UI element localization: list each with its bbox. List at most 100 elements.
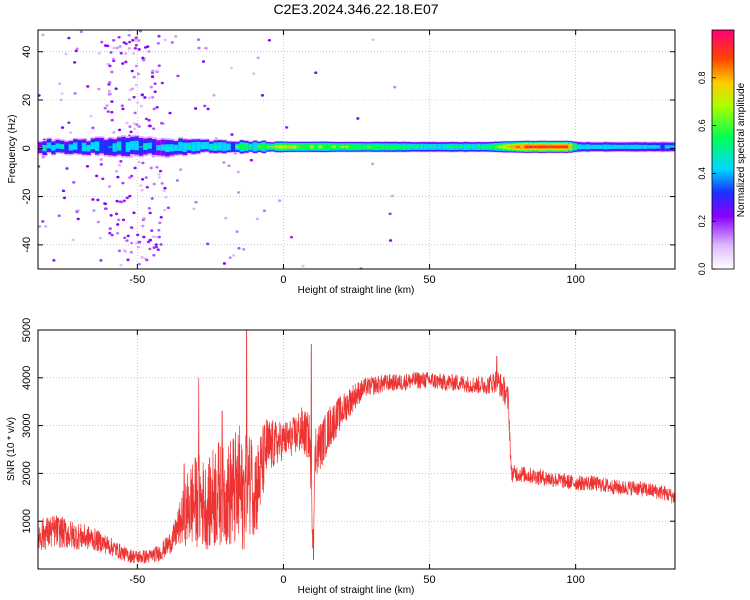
- band-segment: [208, 146, 214, 148]
- noise-speckle: [152, 253, 156, 257]
- noise-speckle: [152, 182, 156, 186]
- noise-speckle: [124, 60, 128, 64]
- noise-speckle: [131, 38, 135, 42]
- band-segment: [261, 143, 267, 151]
- band-segment: [371, 144, 377, 150]
- noise-speckle: [120, 104, 124, 108]
- noise-speckle: [289, 235, 294, 239]
- noise-speckle: [301, 264, 305, 268]
- noise-speckle: [59, 98, 63, 102]
- noise-speckle: [41, 220, 45, 223]
- band-segment: [331, 145, 337, 148]
- band-segment: [349, 144, 355, 150]
- snr-x-axis-label: Height of straight line (km): [298, 585, 415, 596]
- noise-speckle: [130, 69, 134, 73]
- band-segment: [340, 145, 346, 148]
- noise-speckle: [168, 111, 172, 115]
- noise-speckle: [117, 218, 121, 222]
- band-segment: [493, 146, 499, 148]
- band-segment: [226, 143, 232, 151]
- noise-speckle: [137, 125, 141, 128]
- noise-speckle: [127, 33, 131, 37]
- noise-speckle: [100, 40, 104, 44]
- band-segment: [625, 144, 631, 149]
- noise-speckle: [203, 104, 207, 108]
- band-segment: [550, 145, 556, 149]
- noise-speckle: [117, 163, 121, 167]
- noise-speckle: [79, 30, 83, 33]
- noise-speckle: [74, 49, 78, 53]
- noise-speckle: [110, 110, 114, 114]
- band-segment: [108, 146, 114, 148]
- band-segment: [156, 145, 162, 151]
- band-segment: [130, 141, 136, 150]
- noise-speckle: [140, 93, 144, 96]
- noise-speckle: [153, 90, 157, 94]
- band-segment: [533, 145, 539, 148]
- noise-speckle: [121, 181, 125, 185]
- noise-speckle: [157, 235, 161, 239]
- band-segment: [590, 144, 596, 149]
- noise-speckle: [252, 72, 256, 75]
- noise-speckle: [157, 34, 161, 38]
- spectrogram-x-axis-label: Height of straight line (km): [298, 285, 415, 296]
- noise-speckle: [125, 196, 129, 200]
- noise-speckle: [136, 245, 141, 249]
- noise-speckle: [371, 38, 375, 41]
- noise-speckle: [97, 87, 101, 91]
- noise-speckle: [96, 220, 100, 224]
- colorbar-tick-label: 0.2: [697, 215, 707, 228]
- noise-speckle: [142, 235, 146, 239]
- noise-speckle: [201, 60, 206, 63]
- noise-speckle: [137, 160, 141, 164]
- noise-speckle: [140, 188, 144, 192]
- band-segment: [90, 142, 96, 150]
- band-segment: [239, 143, 245, 150]
- band-segment: [660, 143, 666, 151]
- noise-speckle: [228, 256, 232, 259]
- noise-speckle: [124, 52, 128, 55]
- noise-speckle: [115, 231, 120, 235]
- band-segment: [287, 146, 293, 148]
- noise-speckle: [147, 206, 151, 210]
- noise-speckle: [159, 215, 163, 219]
- noise-speckle: [125, 121, 129, 125]
- noise-speckle: [130, 87, 135, 91]
- noise-speckle: [157, 64, 161, 67]
- noise-speckle: [149, 166, 153, 170]
- band-segment: [143, 146, 149, 148]
- noise-speckle: [212, 93, 216, 97]
- noise-speckle: [155, 165, 159, 169]
- band-segment: [401, 144, 407, 149]
- spectrogram-band: [38, 134, 675, 159]
- noise-speckle: [150, 75, 155, 79]
- noise-speckle: [139, 104, 144, 108]
- noise-speckle: [155, 105, 159, 109]
- noise-speckle: [92, 209, 96, 212]
- band-segment: [344, 146, 350, 148]
- x-tick-label: 100: [566, 274, 584, 286]
- band-segment: [568, 144, 574, 149]
- noise-speckle: [170, 41, 174, 44]
- noise-speckle: [134, 83, 139, 87]
- band-segment: [230, 142, 236, 152]
- noise-speckle: [194, 200, 198, 204]
- band-segment: [581, 144, 587, 150]
- band-segment: [195, 141, 201, 151]
- colorbar-tick-label: 0.6: [697, 119, 707, 132]
- band-segment: [336, 144, 342, 150]
- noise-speckle: [151, 69, 155, 73]
- noise-speckle: [152, 246, 156, 249]
- noise-speckle: [150, 229, 154, 232]
- noise-speckle: [314, 71, 318, 74]
- colorbar-label: Normalized spectral amplitude: [736, 82, 747, 217]
- noise-speckle: [154, 245, 159, 249]
- spectrogram-panel: -50 0 50 100 -40 -20 0 20 40 Height of straight…: [7, 29, 676, 296]
- band-segment: [187, 146, 193, 148]
- noise-speckle: [105, 104, 109, 107]
- band-segment: [55, 143, 61, 149]
- noise-speckle: [134, 43, 138, 47]
- noise-speckle: [128, 125, 132, 129]
- noise-speckle: [163, 186, 167, 190]
- noise-speckle: [117, 249, 122, 253]
